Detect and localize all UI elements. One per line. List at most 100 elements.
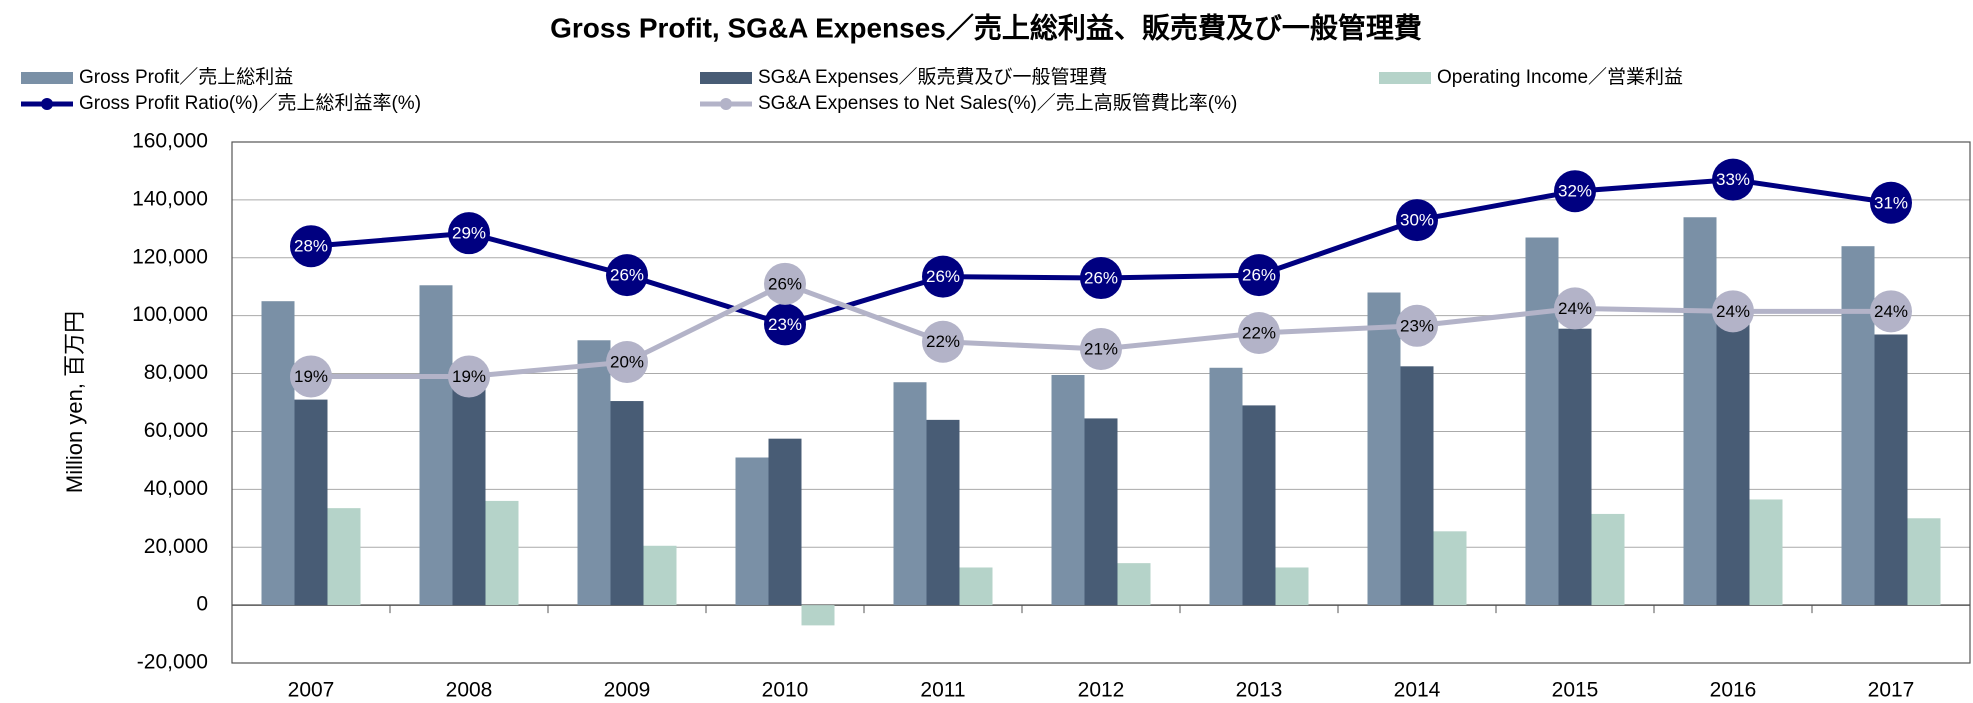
marker	[606, 254, 648, 297]
marker	[764, 303, 806, 346]
y-tick-label: 160,000	[132, 130, 208, 153]
data-label: 24%	[1716, 302, 1750, 321]
chart-title: Gross Profit, SG&A Expenses／売上総利益、販売費及び一…	[550, 11, 1422, 43]
bar	[1275, 567, 1309, 606]
legend-label: SG&A Expenses to Net Sales(%)／売上高販管費比率(%…	[758, 92, 1237, 114]
legend-swatch	[21, 72, 73, 84]
x-tick-label: 2013	[1236, 679, 1283, 702]
bar	[452, 388, 486, 606]
data-label: 23%	[1400, 316, 1434, 335]
marker	[1712, 158, 1754, 201]
x-tick-label: 2015	[1552, 679, 1599, 702]
bar	[801, 605, 835, 626]
y-tick-label: 120,000	[132, 245, 208, 268]
bar	[485, 500, 519, 606]
bar	[419, 285, 453, 606]
data-label: 31%	[1874, 193, 1908, 212]
x-tick-label: 2007	[288, 679, 335, 702]
data-label: 26%	[610, 266, 644, 285]
data-label: 24%	[1874, 302, 1908, 321]
y-axis-label: Million yen, 百万円	[62, 311, 87, 493]
data-label: 20%	[610, 352, 644, 371]
x-tick-label: 2010	[762, 679, 809, 702]
x-tick-label: 2008	[446, 679, 493, 702]
x-tick-label: 2016	[1710, 679, 1757, 702]
bar	[643, 545, 677, 606]
marker	[922, 255, 964, 298]
x-tick-label: 2012	[1078, 679, 1125, 702]
bar	[1400, 366, 1434, 606]
y-tick-label: 40,000	[144, 477, 208, 500]
bar	[1907, 518, 1941, 606]
legend-label: Operating Income／営業利益	[1437, 66, 1683, 88]
x-tick-label: 2017	[1868, 679, 1915, 702]
marker	[1396, 199, 1438, 242]
data-label: 19%	[294, 367, 328, 386]
bar	[1841, 246, 1875, 606]
bar	[327, 508, 361, 606]
bar	[610, 401, 644, 606]
bar	[261, 301, 295, 606]
marker	[606, 340, 648, 383]
legend-label: Gross Profit／売上総利益	[79, 66, 293, 88]
bar	[959, 567, 993, 606]
marker	[1554, 287, 1596, 330]
marker	[1080, 327, 1122, 370]
data-label: 22%	[926, 332, 960, 351]
marker	[290, 355, 332, 398]
data-label: 30%	[1400, 211, 1434, 230]
bar	[1084, 418, 1118, 606]
y-tick-label: 100,000	[132, 303, 208, 326]
plot-border	[231, 141, 1971, 664]
data-label: 24%	[1558, 299, 1592, 318]
bar	[1051, 375, 1085, 606]
legend-swatch	[41, 98, 53, 110]
y-tick-label: 20,000	[144, 535, 208, 558]
bar	[893, 382, 927, 606]
legend-swatch	[720, 98, 732, 110]
bar	[1117, 563, 1151, 606]
marker	[1080, 257, 1122, 300]
data-label: 19%	[452, 367, 486, 386]
y-tick-label: 60,000	[144, 419, 208, 442]
x-tick-label: 2011	[920, 679, 965, 702]
data-label: 32%	[1558, 182, 1592, 201]
y-tick-label: 0	[196, 593, 208, 616]
marker	[1712, 290, 1754, 333]
marker	[922, 320, 964, 363]
marker	[1870, 181, 1912, 224]
legend-label: Gross Profit Ratio(%)／売上総利益率(%)	[79, 92, 421, 114]
marker	[1554, 170, 1596, 213]
data-label: 28%	[294, 237, 328, 256]
bar	[735, 457, 769, 606]
bar	[1716, 315, 1750, 606]
bar	[577, 340, 611, 606]
bar	[1367, 292, 1401, 606]
bar	[1591, 513, 1625, 606]
bar	[294, 399, 328, 606]
data-label: 26%	[926, 267, 960, 286]
bar	[1209, 367, 1243, 606]
bar	[768, 438, 802, 606]
bar	[1525, 237, 1559, 606]
marker	[1238, 254, 1280, 297]
x-tick-label: 2014	[1394, 679, 1441, 702]
bar	[1874, 334, 1908, 606]
legend-swatch	[1379, 72, 1431, 84]
data-label: 26%	[768, 274, 802, 293]
legend-label: SG&A Expenses／販売費及び一般管理費	[758, 66, 1107, 88]
data-label: 22%	[1242, 324, 1276, 343]
bar	[1558, 328, 1592, 606]
legend-swatch	[700, 72, 752, 84]
bar	[926, 419, 960, 606]
marker	[448, 355, 490, 398]
data-label: 21%	[1084, 339, 1118, 358]
marker	[448, 212, 490, 255]
x-tick-label: 2009	[604, 679, 651, 702]
bar	[1433, 531, 1467, 606]
bar	[1749, 499, 1783, 606]
data-label: 29%	[452, 224, 486, 243]
y-tick-label: -20,000	[137, 651, 208, 674]
marker	[1870, 290, 1912, 333]
bar	[1242, 405, 1276, 606]
